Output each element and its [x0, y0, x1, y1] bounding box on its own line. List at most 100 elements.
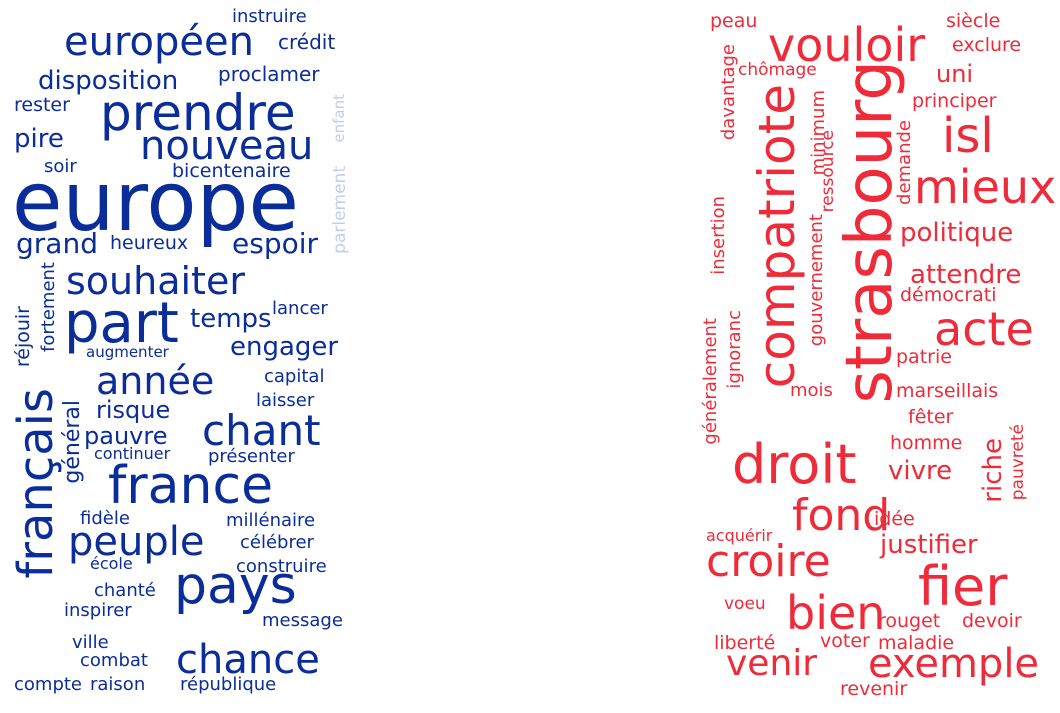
- word-proclamer: proclamer: [218, 62, 320, 86]
- word-davantage: davantage: [718, 44, 739, 141]
- word-uni: uni: [936, 60, 974, 88]
- word-continuer: continuer: [94, 444, 171, 463]
- word-enfant: enfant: [330, 94, 348, 143]
- word-temps: temps: [190, 304, 272, 334]
- word-fidele: fidèle: [80, 508, 130, 529]
- word-riche: riche: [978, 438, 1008, 503]
- word-disposition: disposition: [38, 66, 179, 96]
- word-chante: chanté: [94, 580, 156, 601]
- word-revenir: revenir: [840, 678, 908, 700]
- word-europeen: européen: [64, 19, 254, 65]
- word-capital: capital: [264, 366, 325, 387]
- word-patrie: patrie: [896, 346, 952, 368]
- word-ignoranc: ignoranc: [724, 310, 745, 389]
- word-credit: crédit: [278, 30, 336, 54]
- word-laisser: laisser: [256, 390, 315, 411]
- word-parlement: parlement: [330, 166, 350, 254]
- word-acte: acte: [934, 302, 1034, 356]
- word-risque: risque: [96, 396, 171, 424]
- word-pauvrete: pauvreté: [1008, 424, 1028, 501]
- word-gouvernement: gouvernement: [806, 214, 827, 347]
- word-france: france: [108, 456, 274, 516]
- word-chant: chant: [202, 406, 321, 455]
- word-fortement: fortement: [38, 262, 59, 352]
- word-marseillais: marseillais: [896, 380, 999, 402]
- word-exclure: exclure: [952, 34, 1022, 56]
- word-ecole: école: [90, 554, 133, 573]
- word-celebrer: célébrer: [240, 532, 314, 553]
- word-mieux: mieux: [914, 160, 1057, 214]
- word-general: général: [60, 400, 85, 484]
- word-rester: rester: [14, 94, 70, 116]
- word-vivre: vivre: [888, 456, 953, 486]
- word-lancer: lancer: [272, 298, 328, 319]
- word-pays: pays: [174, 556, 297, 616]
- right-word-cloud: strasbourg compatriote droit vouloir fie…: [690, 0, 1060, 713]
- word-europe: europe: [12, 155, 299, 250]
- word-venir: venir: [726, 643, 818, 684]
- word-devoir: devoir: [962, 610, 1022, 632]
- word-pire: pire: [14, 124, 64, 154]
- word-rejouir: réjouir: [12, 306, 34, 368]
- word-pauvre: pauvre: [84, 422, 168, 450]
- word-homme: homme: [890, 432, 963, 454]
- word-compatriote: compatriote: [748, 84, 806, 389]
- word-instruire: instruire: [232, 6, 307, 27]
- word-compte: compte: [14, 674, 83, 695]
- word-message: message: [262, 610, 343, 631]
- word-chance: chance: [176, 637, 320, 683]
- word-insertion: insertion: [708, 196, 729, 275]
- word-siecle: siècle: [946, 10, 1001, 32]
- word-soir: soir: [44, 156, 77, 177]
- word-presenter: présenter: [208, 446, 295, 467]
- word-generalement: généralement: [700, 318, 721, 445]
- word-fond: fond: [792, 490, 891, 541]
- word-strasbourg: strasbourg: [833, 60, 907, 404]
- word-annee: année: [96, 359, 215, 403]
- word-feter: fêter: [908, 406, 954, 428]
- word-combat: combat: [80, 650, 148, 671]
- word-politique: politique: [900, 218, 1014, 248]
- word-rouget: rouget: [878, 610, 941, 632]
- word-francais: français: [8, 388, 64, 579]
- word-republique: république: [180, 674, 277, 695]
- word-fier: fier: [918, 555, 1008, 618]
- word-raison: raison: [90, 674, 146, 695]
- word-souhaiter: souhaiter: [66, 259, 245, 303]
- word-augmenter: augmenter: [86, 343, 169, 361]
- word-grand: grand: [16, 227, 98, 260]
- word-millenaire: millénaire: [226, 510, 316, 531]
- word-vouloir: vouloir: [768, 18, 926, 72]
- word-voter: voter: [820, 630, 870, 652]
- word-engager: engager: [230, 332, 339, 362]
- word-acquerir: acquérir: [706, 526, 773, 545]
- word-bien: bien: [786, 586, 886, 640]
- word-isl: isl: [942, 108, 994, 164]
- word-democrati: démocrati: [900, 284, 997, 306]
- word-ville: ville: [72, 632, 109, 653]
- word-principer: principer: [912, 90, 997, 112]
- word-bicentenaire: bicentenaire: [172, 160, 291, 182]
- word-liberte: liberté: [714, 632, 776, 654]
- word-nouveau: nouveau: [140, 123, 314, 169]
- word-droit: droit: [732, 433, 857, 496]
- word-construire: construire: [236, 556, 327, 577]
- word-ressource: ressource: [818, 130, 838, 213]
- word-justifier: justifier: [880, 530, 978, 560]
- left-word-cloud: europe prendre européen nouveau français…: [0, 0, 360, 713]
- word-peau: peau: [710, 10, 758, 32]
- word-maladie: maladie: [878, 632, 955, 654]
- word-voeu: voeu: [724, 594, 766, 614]
- word-croire: croire: [706, 536, 831, 587]
- word-exemple: exemple: [868, 641, 1040, 687]
- word-mois: mois: [790, 380, 833, 401]
- word-part: part: [64, 291, 179, 356]
- word-chomage: chômage: [738, 60, 817, 80]
- word-prendre: prendre: [100, 84, 296, 142]
- word-inspirer: inspirer: [64, 600, 132, 621]
- word-peuple: peuple: [68, 519, 205, 565]
- word-demande: demande: [894, 120, 915, 205]
- word-espoir: espoir: [232, 227, 319, 260]
- word-heureux: heureux: [110, 232, 189, 254]
- word-attendre: attendre: [910, 260, 1022, 290]
